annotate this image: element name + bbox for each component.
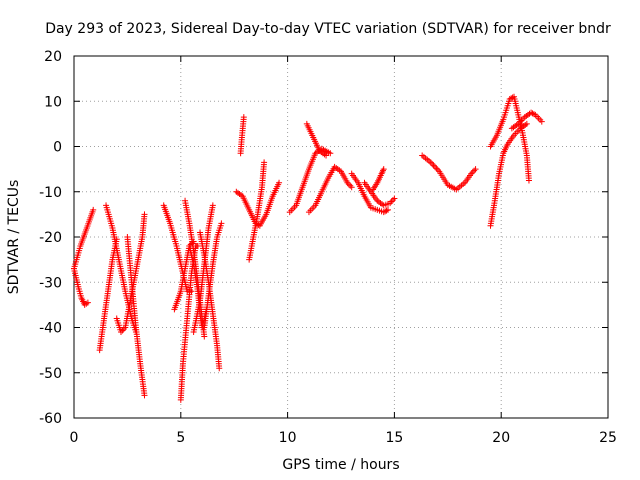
data-point [529,110,536,117]
data-track [233,179,283,229]
x-tick-label: 0 [70,430,79,446]
data-point [141,211,148,218]
data-point [218,220,225,227]
y-tick-label: 10 [44,94,62,110]
y-tick-label: -60 [39,411,62,427]
y-tick-label: -40 [39,321,62,337]
data-point [525,177,532,184]
data-track [96,236,120,354]
data-track [419,152,479,193]
y-axis-label: SDTVAR / TECUs [6,180,22,295]
y-tick-label: 0 [53,140,62,156]
chart-title: Day 293 of 2023, Sidereal Day-to-day VTE… [45,21,611,37]
data-track [246,159,268,263]
data-track [201,220,225,331]
data-track [71,206,97,272]
data-point [469,169,476,176]
data-track [124,234,148,399]
data-point [347,182,354,189]
data-point [240,114,247,121]
data-point [276,179,283,186]
data-point [201,333,208,340]
data-track [286,145,334,216]
data-point [209,202,216,209]
data-point [434,166,441,173]
x-tick-label: 10 [279,430,297,446]
data-point [391,195,398,202]
data-point [141,392,148,399]
data-point [433,165,440,172]
data-point [523,120,530,127]
tick-labels: 0 5 10 15 20 25 -60 -50 -40 -30 -20 -10 0 10 20 [39,49,617,446]
data-track [237,114,247,157]
gridlines [74,56,608,418]
data-track [370,166,387,193]
data-marks [71,93,545,403]
data-point [389,197,396,204]
data-point [383,207,390,214]
y-tick-label: -10 [39,185,62,201]
x-tick-label: 25 [599,430,617,446]
y-tick-label: -30 [39,275,62,291]
data-point [348,184,355,191]
data-point [472,166,479,173]
data-point [380,166,387,173]
x-tick-label: 15 [385,430,403,446]
data-track [171,238,197,313]
y-tick-label: 20 [44,49,62,65]
data-point [261,159,268,166]
data-point [382,208,389,215]
data-point [216,365,223,372]
x-axis-label: GPS time / hours [282,457,399,473]
x-tick-label: 20 [492,430,510,446]
data-track [348,170,391,216]
data-track [508,109,545,132]
data-point [90,206,97,213]
data-point [429,160,436,167]
y-tick-label: -20 [39,230,62,246]
data-track [305,163,355,216]
data-point [379,169,386,176]
data-point [471,167,478,174]
y-tick-label: -50 [39,366,62,382]
data-point [323,152,330,159]
data-point [538,118,545,125]
x-tick-label: 5 [176,430,185,446]
data-point [327,150,334,157]
data-point [84,299,91,306]
data-point [384,206,391,213]
data-point [431,163,438,170]
axis-ticks [73,55,609,419]
data-track [487,120,530,229]
data-track [303,120,330,159]
data-point [430,162,437,169]
data-point [530,111,537,118]
